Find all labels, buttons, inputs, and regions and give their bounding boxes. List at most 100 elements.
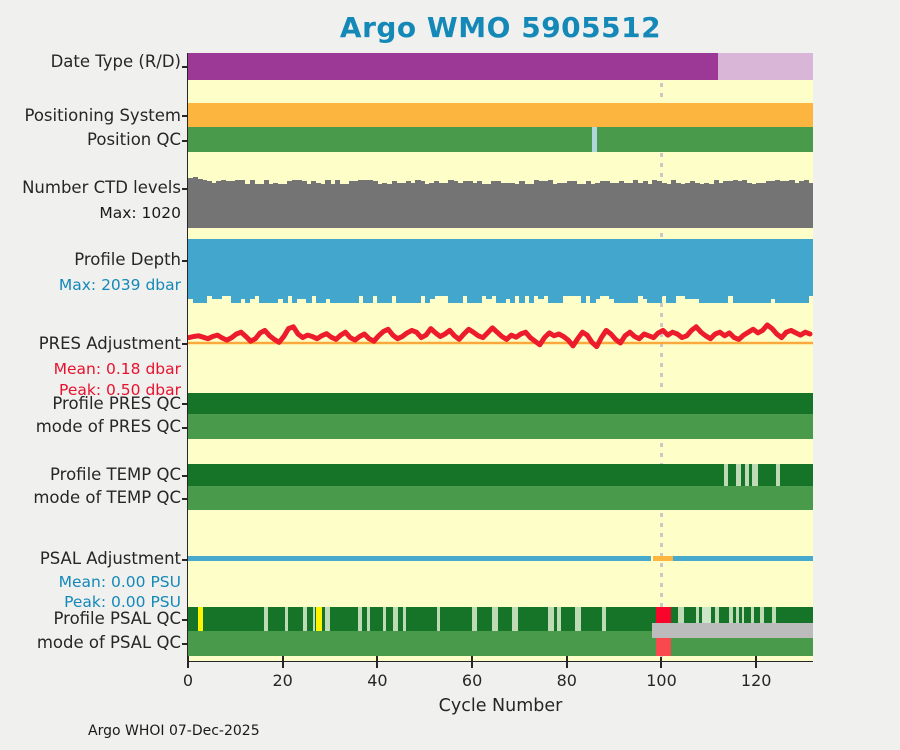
column-depth — [325, 239, 331, 299]
column-ctd — [420, 181, 426, 228]
pres-adjustment-line — [188, 322, 813, 350]
column-depth — [595, 239, 601, 299]
column-depth — [263, 239, 269, 303]
column-ctd — [732, 180, 738, 228]
column-ctd — [552, 184, 558, 228]
column-ctd — [642, 181, 648, 228]
column-depth — [424, 239, 430, 303]
column-depth — [216, 239, 222, 299]
qc-stripe-profile_temp_qc — [736, 464, 742, 486]
bar-profile_pres_qc — [188, 393, 813, 414]
column-depth — [519, 239, 525, 303]
column-depth — [656, 239, 662, 303]
column-ctd — [235, 180, 241, 228]
column-depth — [486, 239, 492, 299]
column-depth — [429, 239, 435, 299]
column-depth — [808, 239, 814, 296]
column-depth — [296, 239, 303, 299]
qc-stripe-profile_psal_qc — [677, 607, 684, 631]
y-tick — [182, 260, 188, 262]
column-ctd — [699, 184, 705, 228]
bar-mode_temp_qc — [188, 486, 813, 510]
column-depth — [604, 239, 610, 296]
column-ctd — [519, 181, 525, 228]
column-ctd — [798, 181, 805, 228]
qc-stripe-profile_psal_qc — [437, 607, 441, 631]
column-ctd — [794, 183, 800, 228]
column-ctd — [737, 181, 743, 228]
column-ctd — [396, 183, 402, 228]
column-depth — [708, 239, 715, 303]
column-ctd — [320, 184, 326, 228]
column-depth — [666, 239, 672, 303]
column-ctd — [713, 180, 719, 228]
column-ctd — [652, 180, 658, 228]
column-depth — [192, 239, 198, 303]
qc-stripe-profile_temp_qc — [775, 464, 781, 486]
column-ctd — [765, 181, 771, 228]
column-depth — [723, 239, 729, 303]
column-ctd — [410, 183, 416, 228]
column-depth — [775, 239, 781, 303]
row-label-mode_pres_qc: mode of PRES QC — [35, 417, 181, 436]
column-ctd — [727, 181, 733, 228]
adjustment-line-psal_adj — [672, 556, 813, 561]
column-depth — [420, 239, 426, 296]
qc-stripe-profile_psal_qc — [548, 607, 554, 631]
row-label-depth: Profile Depth — [74, 250, 181, 269]
reference-line-cycle-100 — [659, 53, 663, 662]
column-depth — [514, 239, 520, 296]
bar-profile_temp_qc — [188, 464, 813, 486]
qc-stripe-profile_psal_qc — [402, 607, 406, 631]
column-ctd — [694, 183, 700, 228]
row-label-mode_temp_qc: mode of TEMP QC — [33, 488, 181, 507]
column-depth — [760, 239, 767, 303]
x-tick-label: 100 — [646, 671, 677, 690]
column-ctd — [296, 180, 303, 228]
column-depth — [543, 239, 549, 296]
qc-stripe-profile_psal_qc — [393, 607, 399, 631]
column-ctd — [292, 180, 298, 228]
column-depth — [315, 239, 322, 303]
bar-positioning — [188, 103, 813, 127]
column-ctd — [448, 180, 454, 228]
column-ctd — [263, 180, 269, 228]
row-label-psal_adj: PSAL Adjustment — [39, 549, 181, 568]
column-depth — [301, 239, 307, 299]
column-ctd — [197, 179, 203, 228]
column-ctd — [367, 180, 374, 228]
column-depth — [438, 239, 445, 296]
column-depth — [642, 239, 648, 299]
column-ctd — [188, 178, 194, 228]
column-depth — [453, 239, 459, 303]
column-depth — [618, 239, 625, 303]
qc-stripe-profile_psal_qc — [715, 607, 720, 631]
column-ctd — [595, 183, 601, 228]
column-ctd — [524, 184, 530, 228]
column-depth — [330, 239, 336, 303]
column-ctd — [391, 181, 397, 228]
column-ctd — [637, 183, 644, 228]
column-depth — [670, 239, 677, 303]
column-ctd — [547, 180, 554, 228]
row-label-pres_adj-sub2: Peak: 0.50 dbar — [59, 381, 181, 399]
column-depth — [415, 239, 421, 303]
column-depth — [689, 239, 696, 299]
column-depth — [401, 239, 407, 303]
row-label-positioning: Positioning System — [24, 106, 181, 125]
x-tick — [755, 655, 758, 668]
column-ctd — [287, 181, 293, 228]
column-depth — [476, 239, 483, 303]
block-mode_psal_qc — [656, 638, 672, 656]
column-ctd — [453, 181, 459, 228]
column-ctd — [604, 181, 610, 228]
column-depth — [230, 239, 236, 303]
column-ctd — [382, 183, 388, 228]
column-ctd — [301, 181, 307, 228]
column-ctd — [618, 181, 625, 228]
column-depth — [737, 239, 743, 303]
column-depth — [727, 239, 733, 296]
column-depth — [348, 239, 355, 303]
column-ctd — [505, 183, 511, 228]
qc-stripe-profile_psal_qc — [557, 607, 561, 631]
